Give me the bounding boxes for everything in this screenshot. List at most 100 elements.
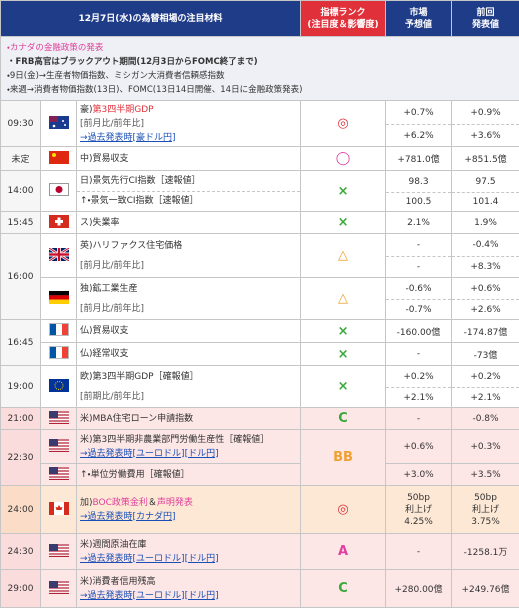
text: BOC政策金利: [93, 498, 148, 508]
event-row: 19:00 欧)第3四半期GDP［確報値］[前期比/前年比] × +0.2%+2…: [1, 366, 519, 408]
time: 22:30: [1, 430, 41, 486]
flag: [49, 502, 69, 515]
event-row: 21:00 米)MBA住宅ローン申請指数 C - -0.8%: [1, 408, 519, 430]
value: 100.5: [386, 192, 451, 211]
time: 19:00: [1, 366, 41, 408]
flag: [49, 467, 69, 480]
flag: [49, 346, 69, 359]
previous: +0.3%: [452, 430, 519, 464]
forecast: --: [386, 234, 452, 278]
value: +0.9%: [452, 101, 519, 124]
flag: [49, 411, 69, 424]
detail: [前期比/前年比]: [80, 390, 297, 404]
event-row: 24:30 米)週間原油在庫→過去発表時[ユーロドル][ドル円] A - -12…: [1, 534, 519, 570]
text: 米)週間原油在庫: [80, 538, 297, 552]
event-name: 米)第3四半期非農業部門労働生産性［確報値］→過去発表時[ユーロドル][ドル円]: [77, 430, 301, 464]
text: 米)第3四半期非農業部門労働生産性［確報値］: [80, 433, 297, 447]
value: 101.4: [452, 192, 519, 211]
flag-cell: [41, 234, 77, 278]
value: -0.6%: [386, 278, 451, 299]
event-row: 14:00 日)景気先行CI指数［速報値］↑・景気一致CI指数［速報値］ × 9…: [1, 171, 519, 212]
text: 発表値: [455, 19, 516, 31]
previous: -174.87億: [452, 320, 519, 343]
flag: [49, 248, 69, 261]
forecast: +0.7%+6.2%: [386, 101, 452, 147]
text: 指標ランク: [304, 7, 382, 19]
value: 4.25%: [386, 516, 451, 528]
previous: -0.8%: [452, 408, 519, 430]
value: -0.7%: [386, 299, 451, 319]
forecast: +0.2%+2.1%: [386, 366, 452, 408]
forecast: +0.6%: [386, 430, 452, 464]
flag-cell: [41, 343, 77, 366]
event-row: 22:30 米)第3四半期非農業部門労働生産性［確報値］→過去発表時[ユーロドル…: [1, 430, 519, 464]
event-name: 米)消費者信用残高→過去発表時[ユーロドル][ドル円]: [77, 570, 301, 608]
previous: +0.2%+2.1%: [452, 366, 519, 408]
text: 仏)経常収支: [80, 347, 297, 361]
value: -0.4%: [452, 234, 519, 256]
rank: △: [301, 278, 386, 320]
flag: [49, 291, 69, 304]
text: 仏)貿易収支: [80, 324, 297, 338]
detail: [前月比/前年比]: [80, 117, 297, 131]
text: 欧)第3四半期GDP［確報値］: [80, 370, 297, 384]
time: 29:00: [1, 570, 41, 608]
flag-cell: [41, 101, 77, 147]
value: 3.75%: [452, 516, 519, 528]
event-name: 豪)第3四半期GDP[前月比/前年比]→過去発表時[豪ドル円]: [77, 101, 301, 147]
time: 15:45: [1, 212, 41, 234]
rank: ◎: [301, 486, 386, 534]
rank: A: [301, 534, 386, 570]
event-name: 日)景気先行CI指数［速報値］↑・景気一致CI指数［速報値］: [77, 171, 301, 212]
header-rank: 指標ランク(注目度＆影響度): [301, 1, 386, 37]
header-forecast: 市場予想値: [386, 1, 452, 37]
previous: +0.6%+2.6%: [452, 278, 519, 320]
detail: [前月比/前年比]: [80, 302, 297, 316]
text: 加): [80, 498, 93, 508]
rank: ◯: [301, 147, 386, 171]
past-link[interactable]: →過去発表時[ユーロドル][ドル円]: [80, 589, 297, 603]
flag: [49, 323, 69, 336]
value: +0.2%: [386, 366, 451, 387]
event-row: 仏)経常収支 × - -73億: [1, 343, 519, 366]
rank: △: [301, 234, 386, 278]
time: 16:45: [1, 320, 41, 366]
value: +2.6%: [452, 299, 519, 319]
flag: [49, 439, 69, 452]
event-name: 加)BOC政策金利＆声明発表→過去発表時[カナダ円]: [77, 486, 301, 534]
event-row: 29:00 米)消費者信用残高→過去発表時[ユーロドル][ドル円] C +280…: [1, 570, 519, 608]
time: 未定: [1, 147, 41, 171]
previous: -0.4%+8.3%: [452, 234, 519, 278]
previous: +851.5億: [452, 147, 519, 171]
time: 24:30: [1, 534, 41, 570]
value: +2.1%: [386, 387, 451, 407]
value: +2.1%: [452, 387, 519, 407]
text: 米)消費者信用残高: [80, 575, 297, 589]
flag-cell: [41, 320, 77, 343]
note: ・来週→消費者物価指数(13日)、FOMC(13日14日開催、14日に金融政策発…: [7, 83, 513, 97]
event-name: 英)ハリファクス住宅価格[前月比/前年比]: [77, 234, 301, 278]
event-name: ス)失業率: [77, 212, 301, 234]
past-link[interactable]: →過去発表時[豪ドル円]: [80, 131, 297, 145]
event-name: 欧)第3四半期GDP［確報値］ [前期比/前年比]: [77, 366, 301, 408]
value: 利上げ: [386, 504, 451, 516]
forecast: -: [386, 343, 452, 366]
past-link[interactable]: →過去発表時[カナダ円]: [80, 510, 297, 524]
previous: +3.5%: [452, 464, 519, 486]
value: 50bp: [452, 492, 519, 504]
value: 97.5: [452, 172, 519, 192]
value: +6.2%: [386, 124, 451, 146]
flag-cell: [41, 408, 77, 430]
rank: ◎: [301, 101, 386, 147]
past-link[interactable]: →過去発表時[ユーロドル][ドル円]: [80, 447, 297, 461]
flag-cell: [41, 486, 77, 534]
past-link[interactable]: →過去発表時[ユーロドル][ドル円]: [80, 552, 297, 566]
forecast: -0.6%-0.7%: [386, 278, 452, 320]
flag-cell: [41, 430, 77, 464]
flag-cell: [41, 534, 77, 570]
forecast: -: [386, 534, 452, 570]
flag: [49, 581, 69, 594]
flag-cell: [41, 171, 77, 212]
